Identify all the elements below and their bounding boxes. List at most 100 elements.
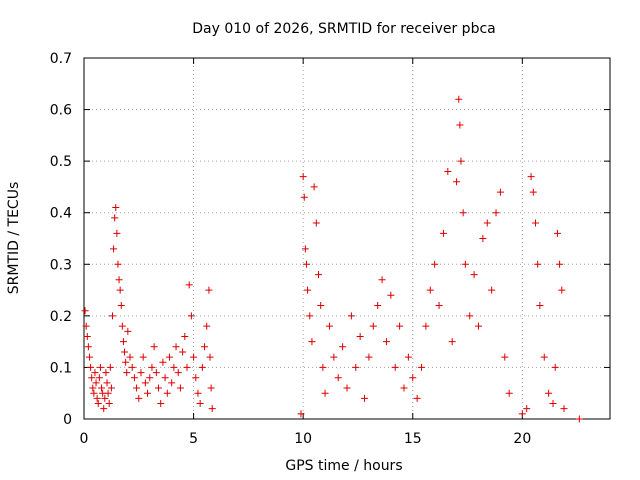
- chart-title: Day 010 of 2026, SRMTID for receiver pbc…: [192, 21, 495, 37]
- data-point: [100, 405, 108, 413]
- data-point: [315, 271, 323, 279]
- data-point: [457, 157, 465, 165]
- data-point: [413, 394, 421, 402]
- data-point: [387, 291, 395, 299]
- data-point: [90, 389, 98, 397]
- data-point: [155, 384, 163, 392]
- data-point: [409, 374, 417, 382]
- data-point: [325, 322, 333, 330]
- data-point: [334, 374, 342, 382]
- data-point: [112, 204, 120, 212]
- data-point: [113, 229, 121, 237]
- data-point: [444, 167, 452, 175]
- data-point: [347, 312, 355, 320]
- data-point: [518, 410, 526, 418]
- data-point: [168, 379, 176, 387]
- data-point: [374, 302, 382, 310]
- data-point: [299, 173, 307, 181]
- data-point: [545, 389, 553, 397]
- data-point: [551, 363, 559, 371]
- data-point: [115, 276, 123, 284]
- data-point: [453, 178, 461, 186]
- data-point: [378, 276, 386, 284]
- data-point: [179, 348, 187, 356]
- data-point: [488, 286, 496, 294]
- data-point: [122, 358, 130, 366]
- data-point: [302, 260, 310, 268]
- data-point: [126, 353, 134, 361]
- x-tick-label: 5: [189, 431, 198, 447]
- data-point: [391, 363, 399, 371]
- data-point: [172, 343, 180, 351]
- data-point: [181, 332, 189, 340]
- data-point: [558, 286, 566, 294]
- data-point: [139, 353, 147, 361]
- data-point: [107, 384, 115, 392]
- data-point: [382, 338, 390, 346]
- data-point: [146, 374, 154, 382]
- data-point: [187, 312, 195, 320]
- data-point: [319, 363, 327, 371]
- data-point: [422, 322, 430, 330]
- data-point: [161, 374, 169, 382]
- data-point: [448, 338, 456, 346]
- data-point: [426, 286, 434, 294]
- data-point: [103, 379, 111, 387]
- data-point: [575, 415, 583, 423]
- data-point: [104, 389, 112, 397]
- data-point: [529, 188, 537, 196]
- data-point: [128, 363, 136, 371]
- data-point: [185, 281, 193, 289]
- data-point: [304, 286, 312, 294]
- data-point: [198, 363, 206, 371]
- data-point: [144, 389, 152, 397]
- data-point: [418, 363, 426, 371]
- data-point: [306, 312, 314, 320]
- data-point: [456, 121, 464, 129]
- data-point: [308, 338, 316, 346]
- data-point: [91, 369, 99, 377]
- data-point: [105, 400, 113, 408]
- data-point: [207, 384, 215, 392]
- data-point: [110, 245, 118, 253]
- data-point: [130, 374, 138, 382]
- data-point: [174, 369, 182, 377]
- data-point: [102, 369, 110, 377]
- data-point: [83, 332, 91, 340]
- data-point: [343, 384, 351, 392]
- data-point: [352, 363, 360, 371]
- data-point: [114, 260, 122, 268]
- data-point: [475, 322, 482, 330]
- data-point: [321, 389, 329, 397]
- data-point: [123, 369, 131, 377]
- data-point: [135, 394, 143, 402]
- data-point: [124, 327, 132, 335]
- data-point: [116, 286, 124, 294]
- data-point: [459, 209, 467, 217]
- data-point: [148, 363, 156, 371]
- data-point: [312, 219, 320, 227]
- data-point: [176, 384, 184, 392]
- data-point: [501, 353, 509, 361]
- data-point: [369, 322, 377, 330]
- data-point: [133, 384, 141, 392]
- y-tick-label: 0.6: [50, 103, 72, 119]
- data-point: [330, 353, 338, 361]
- data-point: [96, 363, 104, 371]
- data-point: [92, 379, 100, 387]
- y-axis-label: SRMTID / TECUs: [6, 182, 22, 295]
- y-tick-label: 0.3: [50, 257, 72, 273]
- data-point: [439, 229, 447, 237]
- data-point: [98, 384, 106, 392]
- data-point: [365, 353, 373, 361]
- data-point: [192, 374, 200, 382]
- data-point: [205, 286, 213, 294]
- data-point: [553, 229, 561, 237]
- data-point: [190, 353, 198, 361]
- data-point: [297, 410, 305, 418]
- data-point: [435, 302, 443, 310]
- data-points: [81, 95, 583, 423]
- data-point: [527, 173, 535, 181]
- data-point: [540, 353, 548, 361]
- data-point: [534, 260, 542, 268]
